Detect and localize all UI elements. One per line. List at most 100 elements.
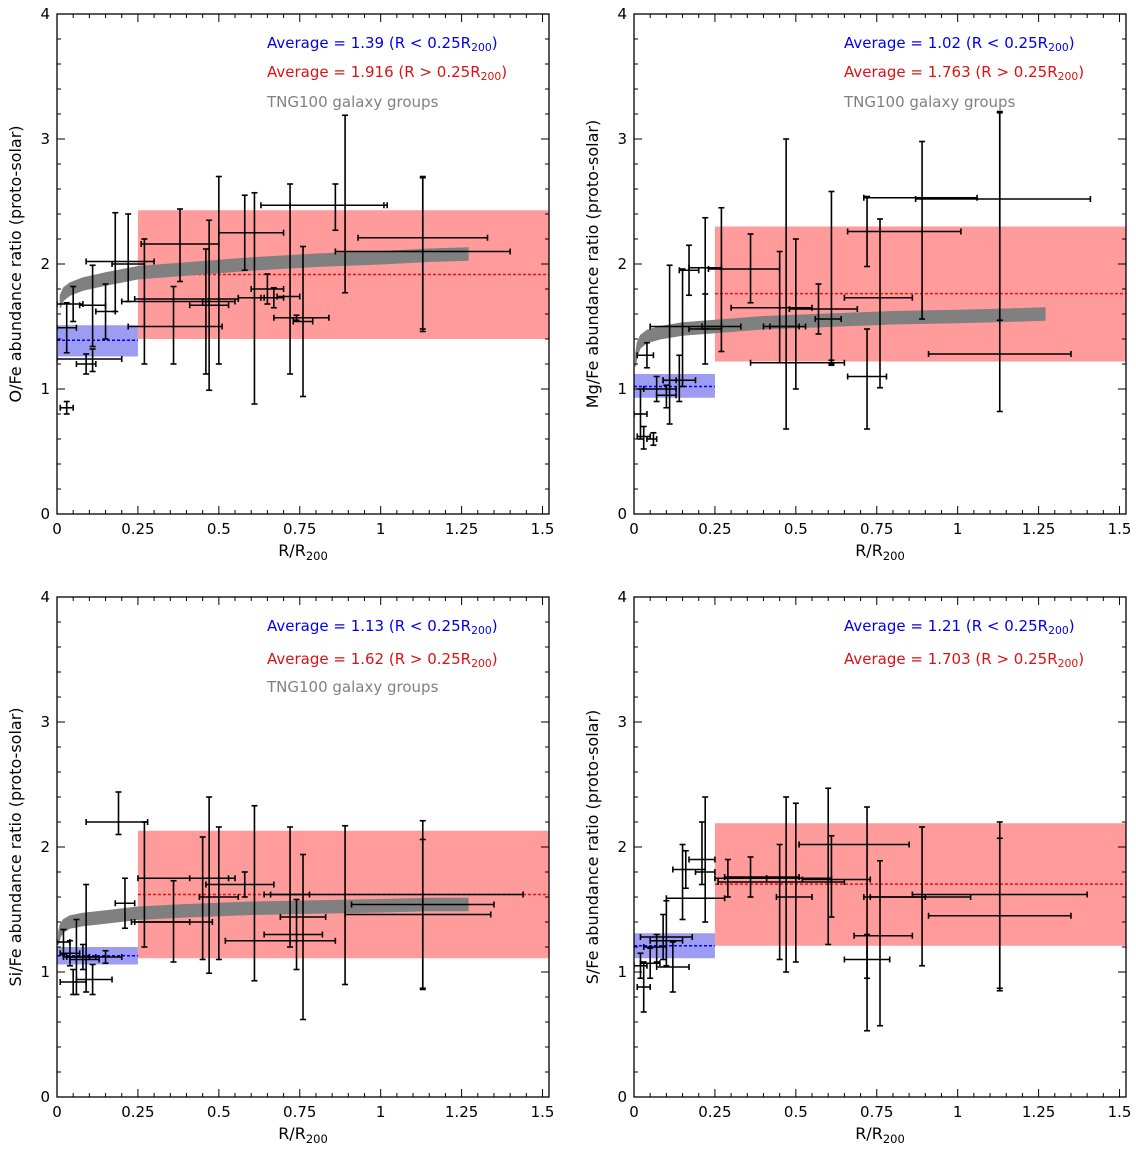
y-axis-label: Mg/Fe abundance ratio (proto-solar) <box>583 120 602 408</box>
label-close: ) <box>492 34 498 52</box>
y-tick-label: 2 <box>40 838 50 856</box>
label-text: Average = 1.21 (R < 0.25R <box>844 617 1048 635</box>
x-tick-label: 1.25 <box>1022 1103 1055 1121</box>
tng100-curve <box>59 247 469 309</box>
data-point <box>749 359 846 367</box>
data-point <box>85 211 155 313</box>
y-tick-label: 1 <box>617 380 627 398</box>
label-text: Average = 1.703 (R > 0.25R <box>844 650 1058 668</box>
data-point <box>276 183 301 375</box>
x-tick-label: 0.25 <box>121 1103 154 1121</box>
ticks <box>633 13 1126 515</box>
data-point <box>263 898 324 971</box>
y-tick-label: 3 <box>617 130 627 148</box>
data-point <box>357 176 489 333</box>
x-tick-label: 0 <box>629 520 639 538</box>
data-point <box>88 949 123 965</box>
data-point <box>237 191 265 405</box>
data-point <box>250 273 285 305</box>
data-point <box>665 843 726 921</box>
legend-outer-average: Average = 1.763 (R > 0.25R200) <box>844 63 1084 83</box>
legend-tng100: TNG100 galaxy groups <box>266 678 439 696</box>
subscript: 200 <box>1058 70 1079 83</box>
data-point <box>911 837 1088 990</box>
y-tick-label: 4 <box>617 5 627 23</box>
label-close: ) <box>1078 63 1084 81</box>
data-point <box>649 899 684 967</box>
x-tick-label: 0.25 <box>698 1103 731 1121</box>
x-tick-label: 1.5 <box>531 1103 555 1121</box>
data-point <box>662 264 677 425</box>
x-tick-label: 0.5 <box>784 1103 808 1121</box>
data-point <box>775 802 813 963</box>
data-point <box>69 883 100 993</box>
data-point <box>798 787 910 946</box>
legend-inner-average: Average = 1.13 (R < 0.25R200) <box>267 617 498 637</box>
x-tick-label: 0.5 <box>784 520 808 538</box>
x-tick-label: 0 <box>629 1103 639 1121</box>
plot-area <box>634 787 1126 1032</box>
plot-area <box>57 791 549 1021</box>
y-tick-label: 4 <box>40 588 50 606</box>
subscript: 200 <box>306 1132 328 1146</box>
data-point <box>133 248 240 375</box>
y-tick-label: 2 <box>40 255 50 273</box>
x-tick-label: 1.5 <box>531 520 555 538</box>
label-close: ) <box>1069 34 1075 52</box>
label-text: R/R <box>855 1124 883 1143</box>
y-axis-label: S/Fe abundance ratio (proto-solar) <box>583 710 602 985</box>
data-point <box>218 194 285 272</box>
x-tick-label: 0 <box>52 520 62 538</box>
label-text: R/R <box>278 541 306 560</box>
data-point <box>655 384 677 409</box>
y-tick-label: 2 <box>617 255 627 273</box>
data-point <box>846 195 962 268</box>
label-text: Average = 1.916 (R > 0.25R <box>267 63 481 81</box>
data-point <box>260 286 285 309</box>
plot-area <box>634 110 1126 450</box>
data-point <box>701 206 742 353</box>
label-text: Average = 1.39 (R < 0.25R <box>267 34 471 52</box>
plot-area <box>57 114 549 415</box>
x-tick-label: 1.25 <box>445 520 478 538</box>
x-tick-label: 1.25 <box>445 1103 478 1121</box>
label-text: R/R <box>278 1124 306 1143</box>
x-axis-label: R/R200 <box>855 1124 905 1146</box>
y-tick-label: 2 <box>617 838 627 856</box>
x-tick-label: 1 <box>953 520 963 538</box>
y-tick-label: 3 <box>40 713 50 731</box>
data-point <box>59 400 74 415</box>
label-text: Average = 1.13 (R < 0.25R <box>267 617 471 635</box>
y-axis-label: O/Fe abundance ratio (proto-solar) <box>6 125 25 402</box>
data-point <box>57 285 84 323</box>
subscript: 200 <box>883 1132 905 1146</box>
y-axis-label: Si/Fe abundance ratio (proto-solar) <box>6 707 25 986</box>
data-point <box>636 341 655 369</box>
data-point <box>350 838 495 990</box>
data-point <box>869 826 972 967</box>
data-point <box>57 348 123 373</box>
legend-inner-average: Average = 1.39 (R < 0.25R200) <box>267 34 498 54</box>
x-tick-label: 0.75 <box>283 520 316 538</box>
x-tick-label: 0.25 <box>698 520 731 538</box>
data-point <box>688 821 716 886</box>
y-tick-label: 0 <box>617 505 627 523</box>
data-point <box>85 791 149 836</box>
legend-outer-average: Average = 1.916 (R > 0.25R200) <box>267 63 507 83</box>
data-point <box>78 264 107 348</box>
data-point <box>57 301 78 354</box>
data-point <box>662 354 697 403</box>
y-tick-label: 0 <box>40 1088 50 1106</box>
x-axis-label: R/R200 <box>855 541 905 563</box>
label-text: Average = 1.02 (R < 0.25R <box>844 34 1048 52</box>
data-point <box>914 110 1092 322</box>
data-point <box>843 218 914 389</box>
data-point <box>224 804 337 982</box>
data-point <box>263 824 524 986</box>
y-tick-label: 3 <box>40 130 50 148</box>
subscript: 200 <box>471 624 492 637</box>
x-tick-label: 0.5 <box>207 520 231 538</box>
y-tick-label: 4 <box>40 5 50 23</box>
